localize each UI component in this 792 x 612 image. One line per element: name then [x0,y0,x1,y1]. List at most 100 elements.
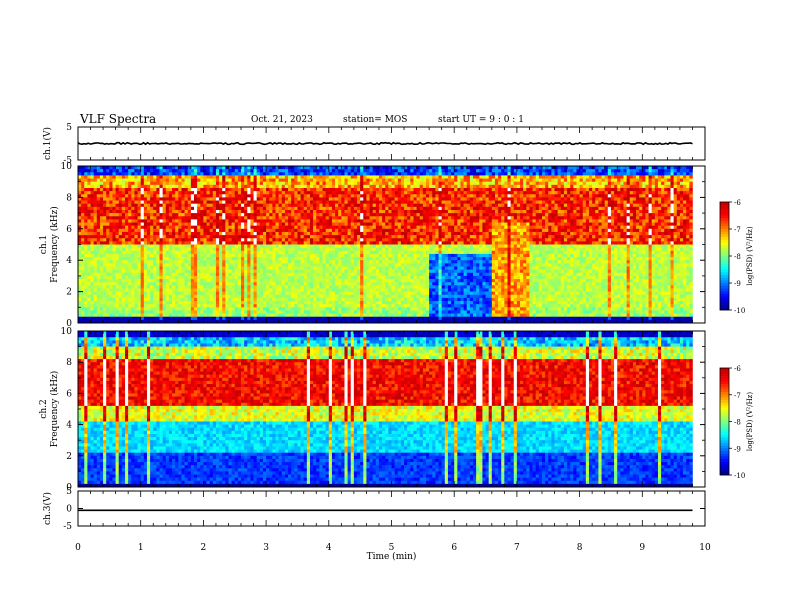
spectrogram-cell [363,201,366,204]
spectrogram-cell [363,185,366,188]
spectrogram-cell [379,166,382,169]
spectrogram-cell [103,197,106,200]
spectrogram-cell [84,166,87,169]
spectrogram-cell [332,194,335,197]
spectrogram-cell [160,245,163,248]
spectrogram-cell [351,260,354,263]
spectrogram-cell [166,288,169,291]
spectrogram-cell [307,185,310,188]
spectrogram-cell [329,285,332,288]
spectrogram-cell [160,182,163,185]
spectrogram-cell [319,276,322,279]
spectrogram-cell [291,257,294,260]
spectrogram-cell [247,235,250,238]
spectrogram-cell [319,213,322,216]
spectrogram-cell [357,273,360,276]
spectrogram-cell [194,241,197,244]
spectrogram-cell [291,182,294,185]
spectrogram-cell [191,235,194,238]
spectrogram-cell [203,248,206,251]
spectrogram-cell [191,317,194,320]
spectrogram-cell [109,226,112,229]
spectrogram-cell [128,314,131,317]
spectrogram-cell [332,191,335,194]
spectrogram-cell [213,251,216,254]
spectrogram-cell [131,232,134,235]
spectrogram-cell [185,266,188,269]
spectrogram-cell [188,229,191,232]
spectrogram-cell [294,317,297,320]
spectrogram-cell [301,263,304,266]
spectrogram-cell [178,232,181,235]
spectrogram-cell [285,223,288,226]
spectrogram-cell [357,292,360,295]
spectrogram-cell [235,219,238,222]
spectrogram-cell [326,266,329,269]
spectrogram-cell [144,310,147,313]
spectrogram-cell [354,276,357,279]
spectrogram-cell [84,201,87,204]
spectrogram-cell [141,245,144,248]
spectrogram-cell [116,169,119,172]
spectrogram-cell [329,254,332,257]
spectrogram-cell [191,179,194,182]
spectrogram-cell [323,279,326,282]
spectrogram-cell [197,185,200,188]
spectrogram-cell [222,292,225,295]
spectrogram-cell [216,301,219,304]
spectrogram-cell [266,279,269,282]
spectrogram-cell [94,197,97,200]
spectrogram-cell [388,216,391,219]
spectrogram-cell [338,172,341,175]
spectrogram-cell [144,188,147,191]
spectrogram-cell [185,260,188,263]
spectrogram-cell [310,270,313,273]
spectrogram-cell [344,298,347,301]
spectrogram-cell [310,182,313,185]
spectrogram-cell [172,266,175,269]
spectrogram-cell [91,307,94,310]
spectrogram-cell [219,260,222,263]
spectrogram-cell [203,270,206,273]
spectrogram-cell [279,295,282,298]
spectrogram-cell [119,292,122,295]
spectrogram-cell [203,276,206,279]
spectrogram-cell [344,251,347,254]
spectrogram-cell [382,169,385,172]
spectrogram-cell [228,182,231,185]
spectrogram-cell [385,232,388,235]
spectrogram-cell [125,210,128,213]
spectrogram-cell [150,307,153,310]
spectrogram-cell [144,307,147,310]
spectrogram-cell [238,188,241,191]
spectrogram-cell [354,182,357,185]
spectrogram-cell [228,197,231,200]
spectrogram-cell [279,235,282,238]
spectrogram-cell [354,295,357,298]
spectrogram-cell [376,204,379,207]
spectrogram-cell [106,276,109,279]
spectrogram-cell [191,172,194,175]
spectrogram-cell [276,292,279,295]
spectrogram-cell [263,273,266,276]
spectrogram-cell [366,298,369,301]
spectrogram-cell [78,295,81,298]
spectrogram-cell [272,226,275,229]
spectrogram-cell [260,238,263,241]
spectrogram-cell [269,207,272,210]
spectrogram-cell [254,179,257,182]
spectrogram-cell [175,248,178,251]
spectrogram-cell [348,238,351,241]
spectrogram-cell [144,204,147,207]
spectrogram-cell [332,166,335,169]
spectrogram-cell [360,276,363,279]
spectrogram-cell [181,292,184,295]
spectrogram-cell [344,276,347,279]
spectrogram-cell [122,260,125,263]
spectrogram-cell [344,241,347,244]
spectrogram-cell [297,172,300,175]
spectrogram-cell [379,276,382,279]
spectrogram-cell [316,241,319,244]
spectrogram-cell [241,282,244,285]
spectrogram-cell [228,207,231,210]
